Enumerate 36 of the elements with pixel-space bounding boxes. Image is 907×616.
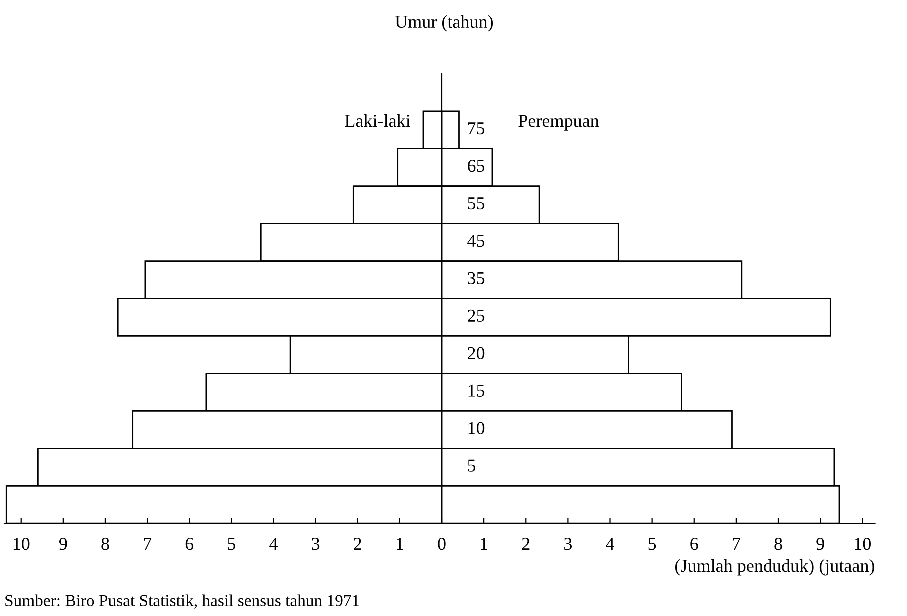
x-tick-label: 4 bbox=[270, 538, 278, 550]
x-tick-label: 1 bbox=[481, 538, 488, 550]
y-tick-label: 5 bbox=[468, 460, 476, 472]
series-label: Laki-laki bbox=[345, 114, 411, 128]
x-tick-label: 5 bbox=[648, 538, 656, 550]
x-tick-label: 8 bbox=[774, 538, 782, 550]
x-tick-label: 10 bbox=[855, 538, 871, 550]
x-tick-label: 9 bbox=[59, 538, 68, 550]
x-tick-label: 3 bbox=[564, 538, 572, 550]
y-axis-title: Umur (tahun) bbox=[395, 15, 494, 32]
y-tick-label: 65 bbox=[468, 160, 485, 172]
x-tick-label: 6 bbox=[186, 538, 194, 550]
y-tick-label: 15 bbox=[468, 384, 485, 397]
x-tick-label: 5 bbox=[228, 538, 236, 550]
x-tick-label: 2 bbox=[354, 538, 362, 550]
x-tick-label: 6 bbox=[690, 538, 698, 550]
x-tick-label: 10 bbox=[14, 538, 30, 550]
y-tick-label: 10 bbox=[468, 422, 485, 434]
y-tick-label: 35 bbox=[468, 272, 485, 285]
x-tick-label: 2 bbox=[522, 538, 530, 550]
x-axis-title: (Jumlah penduduk) (jutaan) bbox=[675, 559, 874, 576]
y-tick-label: 20 bbox=[468, 347, 485, 360]
series-label: Perempuan bbox=[518, 115, 600, 131]
x-tick-label: 3 bbox=[312, 538, 320, 550]
y-tick-label: 25 bbox=[468, 310, 485, 322]
x-tick-label: 8 bbox=[102, 538, 110, 550]
text: Sumber: Biro Pusat Statistik, hasil sensus tahun 1971 bbox=[6, 594, 360, 609]
x-tick-label: 4 bbox=[606, 538, 614, 550]
y-tick-label: 75 bbox=[468, 122, 485, 135]
x-tick-label: 9 bbox=[816, 538, 824, 550]
x-tick-label: 0 bbox=[438, 538, 446, 550]
x-tick-label: 7 bbox=[733, 538, 740, 550]
x-tick-label: 1 bbox=[397, 538, 404, 550]
x-tick-label: 7 bbox=[144, 538, 152, 550]
y-tick-label: 55 bbox=[468, 198, 485, 210]
y-tick-label: 45 bbox=[468, 235, 485, 248]
